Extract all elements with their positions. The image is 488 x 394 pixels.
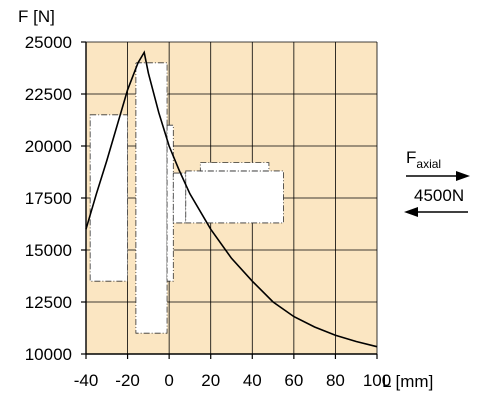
y-tick-labels: 10000 12500 15000 17500 20000 22500 25000 xyxy=(25,33,72,364)
y-tick-label: 15000 xyxy=(25,241,72,260)
force-label: Faxial xyxy=(406,148,441,171)
shaft-collar xyxy=(199,162,270,172)
y-tick-label: 25000 xyxy=(25,33,72,52)
y-axis-title: F [N] xyxy=(18,7,55,26)
x-tick-label: -20 xyxy=(115,371,140,390)
force-symbol: F xyxy=(406,148,416,167)
right-arrow-icon xyxy=(456,171,470,181)
x-tick-label: 80 xyxy=(326,371,345,390)
x-tick-label: 100 xyxy=(363,371,391,390)
x-tick-label: 60 xyxy=(284,371,303,390)
force-value: 4500N xyxy=(414,186,464,205)
y-tick-label: 17500 xyxy=(25,189,72,208)
series-0-line xyxy=(85,50,378,348)
x-axis-title: L [mm] xyxy=(382,372,433,391)
left-arrow-icon xyxy=(404,207,418,217)
y-tick-label: 22500 xyxy=(25,85,72,104)
force-subscript: axial xyxy=(416,157,441,171)
flange-block xyxy=(135,62,168,334)
flange-edge xyxy=(166,124,174,282)
y-tick-label: 10000 xyxy=(25,345,72,364)
shaft-block xyxy=(185,170,284,224)
x-tick-label: 0 xyxy=(164,371,173,390)
x-tick-label: -40 xyxy=(74,371,99,390)
axial-force-annotation: Faxial 4500N xyxy=(404,148,470,217)
y-tick-label: 20000 xyxy=(25,137,72,156)
x-tick-labels: -40 -20 0 20 40 60 80 100 xyxy=(74,371,391,390)
x-tick-label: 40 xyxy=(243,371,262,390)
housing-left-block xyxy=(89,114,128,282)
y-tick-label: 12500 xyxy=(25,293,72,312)
x-tick-label: 20 xyxy=(201,371,220,390)
axes xyxy=(81,41,378,359)
